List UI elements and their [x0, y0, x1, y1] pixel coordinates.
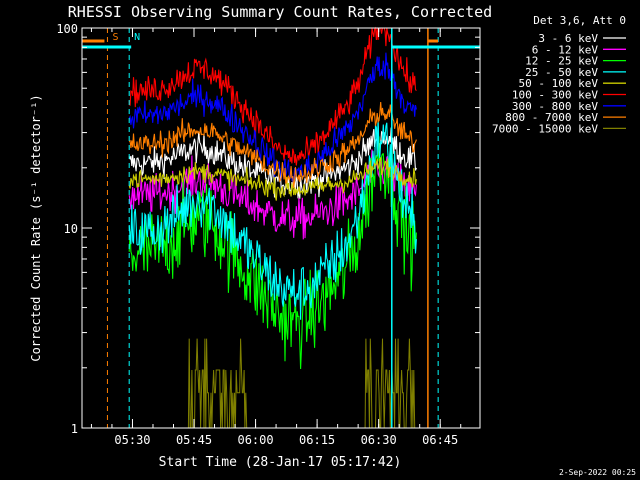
y-axis: 1 10 100 — [56, 22, 480, 436]
footer-date: 2-Sep-2022 00:25 — [559, 468, 636, 477]
y-axis-label: Corrected Count Rate (s⁻¹ detector⁻¹) — [29, 94, 43, 361]
legend-title: Det 3,6, Att 0 — [533, 14, 626, 27]
chart-title: RHESSI Observing Summary Count Rates, Co… — [68, 3, 492, 21]
legend-label-7: 800 - 7000 keV — [505, 111, 598, 124]
legend-label-2: 12 - 25 keV — [525, 55, 598, 68]
legend-label-3: 25 - 50 keV — [525, 66, 598, 79]
legend-label-1: 6 - 12 keV — [532, 43, 599, 56]
y-tick-label-2: 100 — [56, 22, 78, 36]
x-tick-label-2: 06:00 — [237, 433, 273, 447]
series-line-3 — [128, 117, 417, 320]
series-line-0 — [128, 125, 417, 199]
series-line-7 — [128, 101, 417, 189]
x-tick-label-3: 06:15 — [299, 433, 335, 447]
x-tick-label-1: 05:45 — [176, 433, 212, 447]
x-axis: 05:30 05:45 06:00 06:15 06:30 06:45 — [90, 28, 462, 447]
series-line-2 — [128, 136, 417, 370]
x-tick-label-5: 06:45 — [422, 433, 458, 447]
legend-label-0: 3 - 6 keV — [538, 32, 598, 45]
x-tick-label-0: 05:30 — [114, 433, 150, 447]
annotation-label-0: S — [112, 32, 118, 43]
legend-label-6: 300 - 800 keV — [512, 100, 598, 113]
legend-label-8: 7000 - 15000 keV — [492, 122, 598, 135]
x-axis-label: Start Time (28-Jan-17 05:17:42) — [159, 455, 402, 470]
series-line-5 — [128, 26, 417, 166]
annotation-label-1: N — [134, 32, 140, 43]
y-tick-label-0: 1 — [71, 422, 78, 436]
legend-label-4: 50 - 100 keV — [519, 77, 599, 90]
series-line-6 — [128, 52, 417, 183]
legend-label-5: 100 - 300 keV — [512, 89, 598, 102]
y-tick-label-1: 10 — [64, 222, 78, 236]
series-line-4 — [128, 157, 417, 201]
x-tick-label-4: 06:30 — [361, 433, 397, 447]
